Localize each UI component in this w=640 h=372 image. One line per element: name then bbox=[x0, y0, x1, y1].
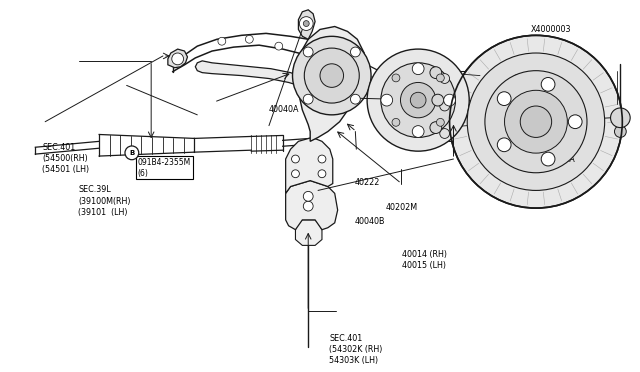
Circle shape bbox=[513, 75, 521, 83]
Polygon shape bbox=[298, 10, 315, 39]
Circle shape bbox=[541, 152, 555, 166]
Circle shape bbox=[401, 83, 436, 118]
Circle shape bbox=[392, 118, 400, 126]
Circle shape bbox=[440, 129, 449, 138]
Circle shape bbox=[245, 35, 253, 43]
Circle shape bbox=[172, 53, 184, 65]
Circle shape bbox=[218, 37, 226, 45]
Text: 40014 (RH)
40015 (LH): 40014 (RH) 40015 (LH) bbox=[402, 250, 447, 270]
Circle shape bbox=[412, 126, 424, 137]
Circle shape bbox=[318, 155, 326, 163]
Text: SEC.401
(54302K (RH)
54303K (LH): SEC.401 (54302K (RH) 54303K (LH) bbox=[330, 334, 383, 365]
Circle shape bbox=[432, 94, 444, 106]
Text: 40217: 40217 bbox=[319, 61, 344, 70]
Circle shape bbox=[497, 92, 511, 106]
Circle shape bbox=[381, 94, 392, 106]
Circle shape bbox=[292, 36, 371, 115]
Polygon shape bbox=[296, 220, 322, 246]
Circle shape bbox=[275, 42, 283, 50]
Polygon shape bbox=[285, 137, 333, 193]
Circle shape bbox=[410, 92, 426, 108]
Circle shape bbox=[351, 94, 360, 104]
Circle shape bbox=[444, 94, 456, 106]
Circle shape bbox=[497, 138, 511, 152]
Circle shape bbox=[513, 129, 521, 137]
Circle shape bbox=[292, 170, 300, 178]
Text: 40202M: 40202M bbox=[386, 203, 418, 212]
Circle shape bbox=[303, 201, 313, 211]
Circle shape bbox=[412, 63, 424, 75]
Circle shape bbox=[611, 108, 630, 128]
Circle shape bbox=[436, 74, 444, 82]
Circle shape bbox=[513, 102, 521, 110]
Text: 40262
40262A: 40262 40262A bbox=[545, 144, 575, 164]
Circle shape bbox=[292, 155, 300, 163]
Circle shape bbox=[303, 192, 313, 201]
Circle shape bbox=[614, 126, 627, 137]
Text: SEC.39L
(39100M(RH)
(39101  (LH): SEC.39L (39100M(RH) (39101 (LH) bbox=[78, 186, 131, 217]
Text: 40040A: 40040A bbox=[269, 105, 299, 114]
Circle shape bbox=[367, 49, 469, 151]
Circle shape bbox=[520, 106, 552, 137]
Circle shape bbox=[381, 63, 456, 137]
Polygon shape bbox=[285, 181, 338, 230]
Circle shape bbox=[430, 67, 442, 78]
Polygon shape bbox=[168, 49, 188, 68]
Circle shape bbox=[303, 20, 309, 26]
Circle shape bbox=[541, 77, 555, 91]
Text: 40222: 40222 bbox=[355, 178, 380, 187]
Circle shape bbox=[318, 170, 326, 178]
Circle shape bbox=[125, 146, 139, 160]
Text: B: B bbox=[129, 150, 134, 156]
Circle shape bbox=[351, 47, 360, 57]
Circle shape bbox=[440, 101, 449, 111]
Text: X4000003: X4000003 bbox=[531, 25, 571, 34]
Circle shape bbox=[303, 47, 313, 57]
Circle shape bbox=[392, 74, 400, 82]
Text: 091B4-2355M
(6): 091B4-2355M (6) bbox=[138, 158, 191, 178]
Circle shape bbox=[449, 35, 622, 208]
Circle shape bbox=[304, 48, 359, 103]
Polygon shape bbox=[298, 26, 364, 141]
Circle shape bbox=[504, 90, 567, 153]
Text: SEC.401
(54500(RH)
(54501 (LH): SEC.401 (54500(RH) (54501 (LH) bbox=[42, 143, 90, 174]
Circle shape bbox=[430, 122, 442, 134]
Circle shape bbox=[436, 118, 444, 126]
Circle shape bbox=[467, 53, 605, 190]
Circle shape bbox=[300, 17, 313, 31]
Text: 40040B: 40040B bbox=[355, 217, 385, 226]
Circle shape bbox=[320, 64, 344, 87]
Circle shape bbox=[568, 115, 582, 129]
Circle shape bbox=[303, 94, 313, 104]
Circle shape bbox=[440, 74, 449, 83]
Circle shape bbox=[485, 71, 587, 173]
Polygon shape bbox=[195, 61, 298, 86]
Bar bbox=[452, 71, 509, 151]
